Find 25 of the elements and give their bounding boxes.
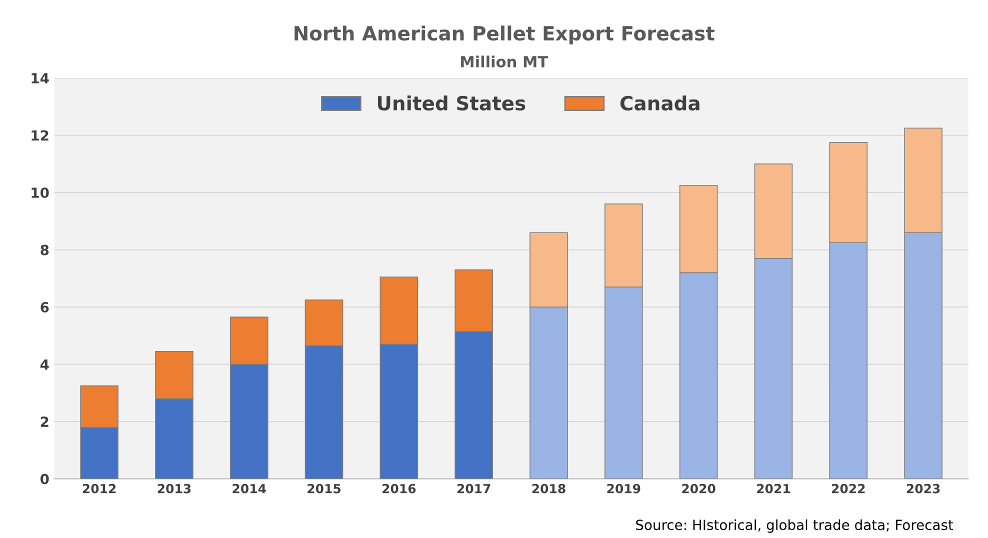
x-tick-label: 2015: [308, 484, 341, 494]
x-tick-label: 2013: [158, 484, 191, 494]
x-tick-label: 2019: [607, 484, 640, 494]
legend-label: United States: [378, 96, 526, 111]
y-tick-label: 4: [40, 359, 49, 370]
legend-label: Canada: [620, 96, 700, 111]
x-tick-label: 2018: [532, 484, 566, 494]
x-tick-label: 2017: [457, 484, 490, 494]
x-tick-label: 2016: [382, 484, 416, 494]
y-tick-label: 10: [32, 187, 49, 198]
chart-subtitle: Million MT: [461, 56, 548, 68]
y-tick-label: 0: [40, 474, 49, 484]
source-note: Source: HIstorical, global trade data; Forecast: [636, 519, 954, 533]
chart-title: North American Pellet Export Forecast: [294, 26, 714, 44]
x-tick-label: 2021: [757, 484, 790, 494]
y-tick-label: 6: [40, 302, 49, 313]
y-tick-label: 14: [32, 73, 49, 84]
x-tick-label: 2014: [232, 484, 266, 494]
x-tick-label: 2023: [906, 484, 940, 494]
x-tick-label: 2020: [682, 484, 716, 494]
y-tick-label: 12: [32, 130, 48, 141]
x-tick-label: 2022: [832, 484, 865, 494]
x-tick-label: 2012: [82, 484, 116, 494]
y-tick-label: 8: [40, 244, 49, 256]
y-tick-label: 2: [40, 416, 48, 427]
